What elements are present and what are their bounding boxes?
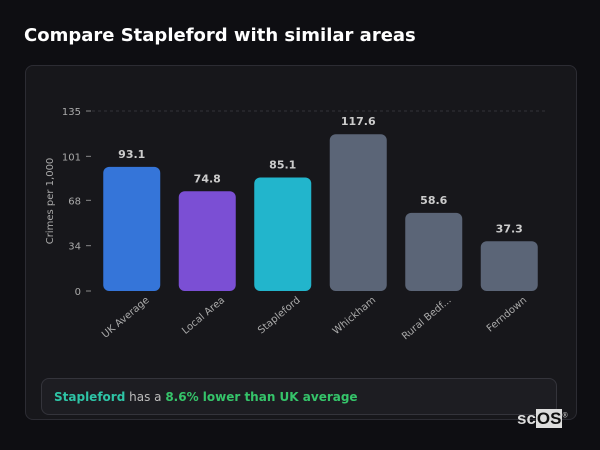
page-title: Compare Stapleford with similar areas [24,25,416,46]
y-tick-label: 135 [62,107,81,118]
registered-mark: ® [562,412,568,420]
scos-logo: scOS® [517,409,568,429]
callout-text: has a [125,390,166,404]
value-label: 93.1 [118,148,145,161]
logo-text: sc [517,409,536,428]
y-tick-label: 101 [62,152,81,163]
x-tick-label: Local Area [180,295,227,337]
bar-rural-bedf- [405,212,463,291]
x-tick-label: Whickham [331,295,378,337]
value-label: 37.3 [496,222,523,235]
comparison-callout: Stapleford has a 8.6% lower than UK aver… [41,378,557,415]
bar-local-area [178,191,236,291]
x-tick-label: Ferndown [485,295,529,335]
bar-uk-average [103,166,161,291]
value-label: 85.1 [269,159,296,172]
logo-text-box: OS [535,409,563,428]
y-tick-label: 34 [68,242,81,253]
callout-area: Stapleford [54,390,126,404]
bar-whickham [329,134,387,291]
y-axis-label: Crimes per 1,000 [45,158,56,245]
value-label: 117.6 [341,115,376,128]
value-label: 58.6 [420,194,447,207]
y-tick-label: 68 [68,196,81,207]
value-label: 74.8 [194,172,221,185]
x-tick-label: UK Average [100,295,152,341]
bar-ferndown [480,241,538,291]
x-tick-label: Rural Bedf... [400,295,454,342]
callout-highlight: 8.6% lower than UK average [165,390,358,404]
x-tick-label: Stapleford [256,295,303,337]
bar-stapleford [254,177,312,291]
y-tick-label: 0 [75,287,81,298]
